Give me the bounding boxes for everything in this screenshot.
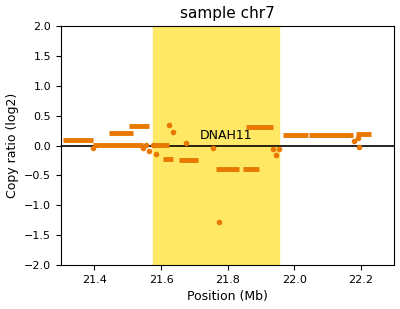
Bar	[153, 26, 279, 265]
Title: sample chr7: sample chr7	[180, 6, 275, 21]
Y-axis label: Copy ratio (log2): Copy ratio (log2)	[6, 93, 18, 198]
X-axis label: Position (Mb): Position (Mb)	[187, 290, 268, 303]
Text: DNAH11: DNAH11	[199, 129, 252, 142]
